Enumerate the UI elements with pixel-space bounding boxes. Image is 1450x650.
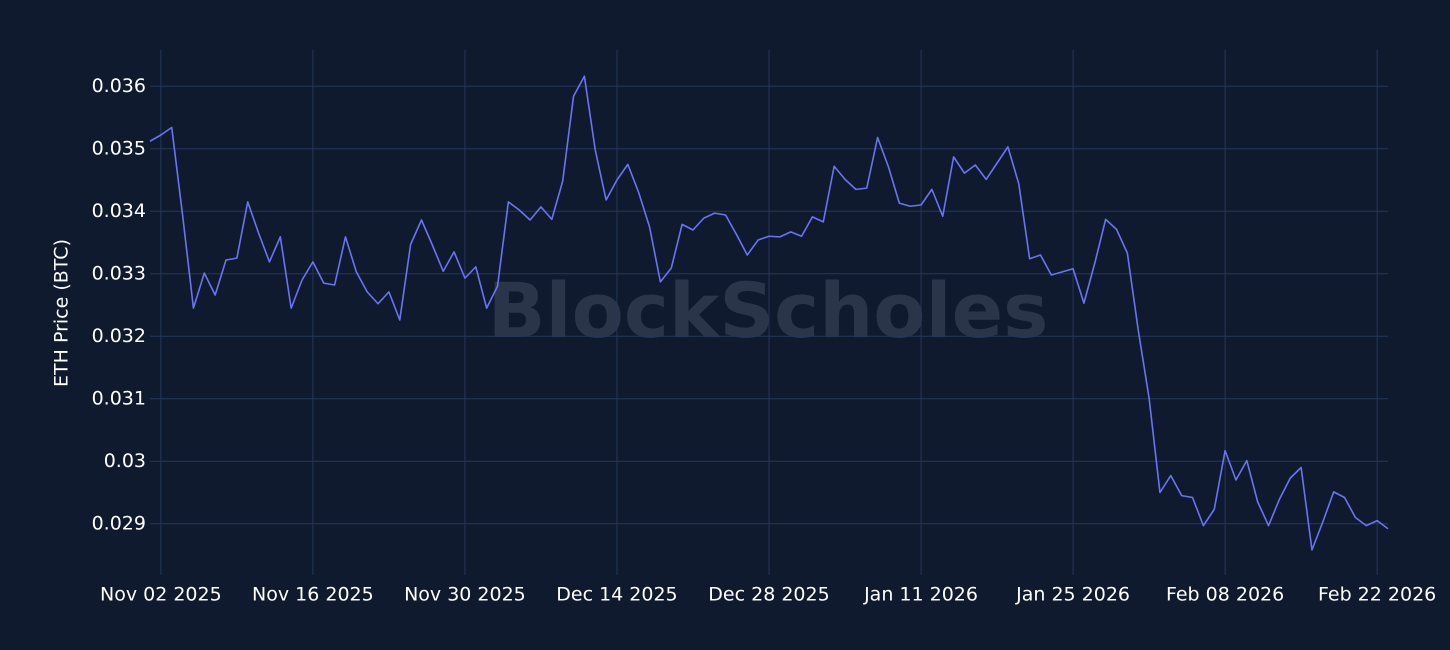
x-tick-label: Feb 08 2026 bbox=[1166, 584, 1284, 606]
y-axis-label: ETH Price (BTC) bbox=[51, 239, 73, 387]
watermark: BlockScholes bbox=[488, 266, 1049, 355]
x-tick-label: Dec 14 2025 bbox=[556, 584, 677, 606]
x-tick-label: Jan 11 2026 bbox=[863, 584, 978, 606]
y-tick-label: 0.036 bbox=[92, 75, 146, 97]
x-tick-label: Nov 02 2025 bbox=[100, 584, 222, 606]
y-tick-label: 0.033 bbox=[92, 262, 146, 284]
x-tick-label: Nov 16 2025 bbox=[252, 584, 374, 606]
y-tick-label: 0.029 bbox=[92, 512, 146, 534]
x-tick-label: Jan 25 2026 bbox=[1015, 584, 1130, 606]
x-tick-label: Feb 22 2026 bbox=[1318, 584, 1436, 606]
y-tick-label: 0.034 bbox=[92, 200, 146, 222]
x-tick-label: Nov 30 2025 bbox=[404, 584, 526, 606]
price-line bbox=[149, 75, 1389, 551]
y-tick-label: 0.031 bbox=[92, 387, 146, 409]
y-tick-label: 0.035 bbox=[92, 137, 146, 159]
y-tick-label: 0.03 bbox=[104, 450, 146, 472]
y-tick-label: 0.032 bbox=[92, 325, 146, 347]
x-tick-label: Dec 28 2025 bbox=[708, 584, 829, 606]
